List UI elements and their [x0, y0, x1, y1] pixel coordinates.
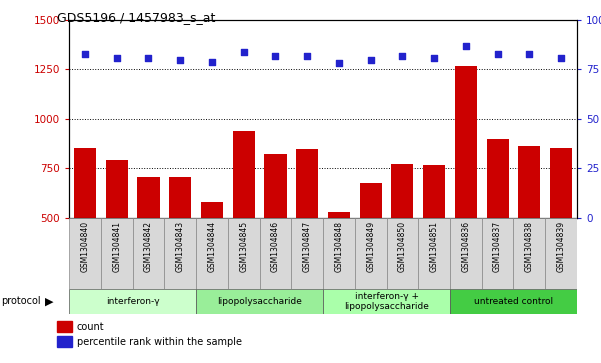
- Point: [366, 57, 376, 62]
- Text: ▶: ▶: [44, 296, 53, 306]
- Bar: [291, 218, 323, 289]
- Point: [429, 55, 439, 61]
- Bar: [545, 218, 577, 289]
- Text: GSM1304849: GSM1304849: [366, 221, 375, 272]
- Text: GSM1304838: GSM1304838: [525, 221, 534, 272]
- Point: [557, 55, 566, 61]
- Bar: [455, 66, 477, 218]
- Point: [270, 53, 280, 58]
- Bar: [482, 218, 513, 289]
- Point: [461, 43, 471, 49]
- Text: GSM1304839: GSM1304839: [557, 221, 566, 272]
- Bar: [74, 148, 96, 218]
- Bar: [513, 218, 545, 289]
- Text: GSM1304843: GSM1304843: [175, 221, 185, 272]
- Text: GSM1304848: GSM1304848: [334, 221, 343, 272]
- Point: [80, 51, 90, 57]
- Bar: [101, 218, 133, 289]
- Text: GSM1304840: GSM1304840: [81, 221, 90, 272]
- Bar: [69, 289, 196, 314]
- Bar: [138, 177, 160, 218]
- Text: protocol: protocol: [1, 296, 41, 306]
- Bar: [196, 289, 323, 314]
- Text: untreated control: untreated control: [474, 297, 553, 306]
- Bar: [196, 218, 228, 289]
- Bar: [355, 218, 386, 289]
- Text: GSM1304842: GSM1304842: [144, 221, 153, 272]
- Bar: [201, 202, 223, 218]
- Point: [525, 51, 534, 57]
- Bar: [328, 212, 350, 218]
- Bar: [133, 218, 164, 289]
- Text: GSM1304837: GSM1304837: [493, 221, 502, 272]
- Bar: [323, 289, 450, 314]
- Point: [239, 49, 248, 54]
- Bar: [69, 218, 101, 289]
- Text: interferon-γ: interferon-γ: [106, 297, 159, 306]
- Bar: [106, 160, 128, 218]
- Text: GSM1304851: GSM1304851: [430, 221, 439, 272]
- Text: GSM1304844: GSM1304844: [207, 221, 216, 272]
- Point: [207, 58, 217, 64]
- Bar: [391, 164, 413, 218]
- Bar: [233, 131, 255, 218]
- Bar: [323, 218, 355, 289]
- Text: lipopolysaccharide: lipopolysaccharide: [217, 297, 302, 306]
- Text: GSM1304845: GSM1304845: [239, 221, 248, 272]
- Text: GSM1304847: GSM1304847: [303, 221, 312, 272]
- Text: percentile rank within the sample: percentile rank within the sample: [77, 337, 242, 347]
- Bar: [260, 218, 291, 289]
- Point: [175, 57, 185, 62]
- Bar: [264, 155, 287, 218]
- Bar: [550, 148, 572, 218]
- Bar: [486, 139, 508, 218]
- Bar: [450, 218, 482, 289]
- Bar: [296, 148, 319, 218]
- Text: GSM1304836: GSM1304836: [462, 221, 471, 272]
- Point: [144, 55, 153, 61]
- Text: count: count: [77, 322, 105, 333]
- Point: [302, 53, 312, 58]
- Bar: [423, 166, 445, 218]
- Text: GSM1304841: GSM1304841: [112, 221, 121, 272]
- Text: GSM1304846: GSM1304846: [271, 221, 280, 272]
- Bar: [418, 218, 450, 289]
- Bar: [169, 177, 191, 218]
- Text: GDS5196 / 1457983_s_at: GDS5196 / 1457983_s_at: [57, 11, 216, 24]
- Bar: [386, 218, 418, 289]
- Bar: [359, 183, 382, 218]
- Text: GSM1304850: GSM1304850: [398, 221, 407, 272]
- Bar: [228, 218, 260, 289]
- Bar: [450, 289, 577, 314]
- Text: interferon-γ +
lipopolysaccharide: interferon-γ + lipopolysaccharide: [344, 291, 429, 311]
- Point: [493, 51, 502, 57]
- Bar: [518, 146, 540, 218]
- Point: [112, 55, 121, 61]
- Point: [334, 61, 344, 66]
- Point: [398, 53, 407, 58]
- Bar: [164, 218, 196, 289]
